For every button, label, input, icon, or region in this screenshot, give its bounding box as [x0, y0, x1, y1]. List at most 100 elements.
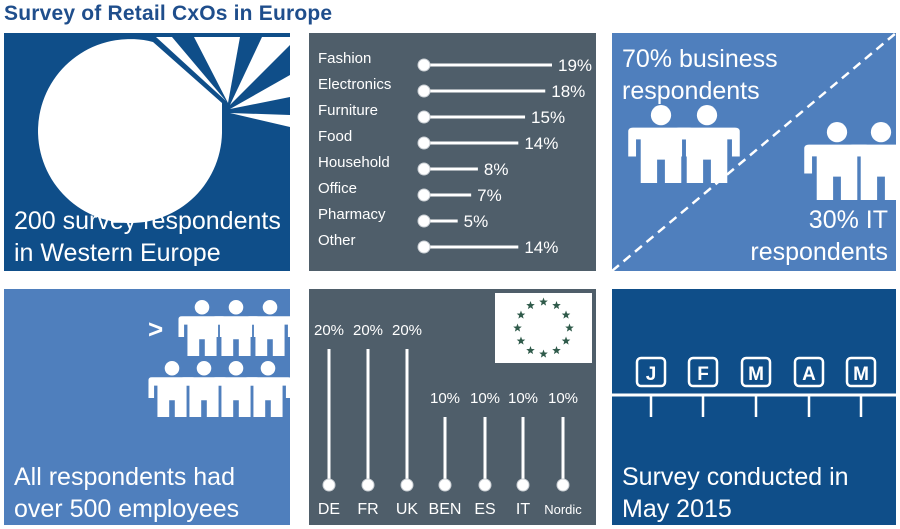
- industry-label: Other: [318, 232, 356, 249]
- country-bar-knob: [438, 478, 452, 492]
- month-label: M: [748, 364, 764, 385]
- pie-icon: [38, 37, 290, 224]
- month-box: [845, 356, 877, 388]
- eu-star: [526, 346, 535, 355]
- it-line2: respondents: [750, 238, 888, 266]
- industry-value-label: 19%: [558, 56, 592, 75]
- country-bar-knob: [361, 478, 375, 492]
- industry-value-label: 18%: [551, 82, 585, 101]
- industry-label: Fashion: [318, 50, 371, 67]
- industry-bar-knob: [417, 188, 431, 202]
- industry-label: Food: [318, 128, 352, 145]
- month-box: [687, 356, 719, 388]
- country-label: Nordic: [544, 502, 582, 517]
- business-it-graphic: [612, 33, 896, 271]
- business-people-icons: [628, 105, 740, 183]
- business-it-tile: 70% business respondents 30% IT responde…: [612, 33, 896, 271]
- industry-bar-knob: [417, 162, 431, 176]
- country-label: BEN: [429, 501, 462, 518]
- country-chart-tile: 20% DE 20% FR 20% UK 10% BEN 10% ES 10% IT 10% Nordic: [309, 289, 596, 525]
- month-label: A: [802, 364, 816, 385]
- it-person-icon: [848, 122, 896, 200]
- country-bar-knob: [478, 478, 492, 492]
- respondents-tile: 200 survey respondents in Western Europe: [4, 33, 290, 271]
- employee-people-icons: [148, 300, 290, 417]
- country-value-label: 10%: [470, 390, 500, 407]
- country-value-label: 10%: [508, 390, 538, 407]
- industry-chart: Fashion 19% Electronics 18% Furniture 15% Food…: [318, 50, 592, 257]
- industry-label: Pharmacy: [318, 206, 386, 223]
- it-people-icons: [804, 122, 896, 200]
- industry-bar-knob: [417, 84, 431, 98]
- country-label: DE: [318, 501, 340, 518]
- employees-line2: over 500 employees: [14, 495, 240, 523]
- country-bar-knob: [556, 478, 570, 492]
- eu-star: [539, 297, 548, 306]
- country-label: ES: [474, 501, 495, 518]
- industry-label: Electronics: [318, 76, 391, 93]
- industry-bar-knob: [417, 136, 431, 150]
- industry-bar-knob: [417, 58, 431, 72]
- industry-value-label: 15%: [531, 108, 565, 127]
- country-value-label: 20%: [353, 322, 383, 339]
- eu-star: [561, 310, 571, 319]
- industry-bar-knob: [417, 110, 431, 124]
- timeline-line2: May 2015: [622, 495, 732, 523]
- eu-star: [565, 323, 574, 332]
- month-box: [793, 356, 825, 388]
- country-chart: 20% DE 20% FR 20% UK 10% BEN 10% ES 10% IT 10% Nordic: [314, 322, 582, 518]
- eu-stars-icon: [513, 297, 574, 358]
- business-person-icon: [674, 105, 740, 183]
- month-label: M: [853, 364, 869, 385]
- eu-star: [516, 310, 526, 319]
- industry-label: Office: [318, 180, 357, 197]
- month-box: [740, 356, 772, 388]
- month-box: [635, 356, 667, 388]
- employees-tile: > All respondents had over 500 employees: [4, 289, 290, 525]
- eu-star: [539, 349, 548, 358]
- country-bar-knob: [400, 478, 414, 492]
- eu-star: [526, 300, 535, 310]
- employee-person-icon: [244, 361, 290, 417]
- country-bar-knob: [516, 478, 530, 492]
- industry-value-label: 5%: [464, 212, 489, 231]
- timeline-tile: J F M A M Survey conducted in May 2015: [612, 289, 896, 525]
- divider-line: [612, 33, 896, 271]
- eu-flag: [495, 293, 592, 363]
- country-value-label: 10%: [548, 390, 578, 407]
- country-value-label: 20%: [314, 322, 344, 339]
- country-value-label: 10%: [430, 390, 460, 407]
- eu-star: [513, 323, 522, 332]
- industry-bar-knob: [417, 214, 431, 228]
- business-line2: respondents: [622, 77, 760, 105]
- industry-value-label: 14%: [524, 238, 558, 257]
- employee-person-icon: [212, 300, 260, 356]
- eu-star: [552, 300, 561, 310]
- business-person-icon: [628, 105, 694, 183]
- page-title: Survey of Retail CxOs in Europe: [4, 2, 333, 25]
- respondents-line1: 200 survey respondents: [14, 207, 281, 235]
- respondents-line2: in Western Europe: [14, 239, 221, 267]
- month-label: F: [697, 364, 709, 385]
- industry-bar-knob: [417, 240, 431, 254]
- employee-person-icon: [178, 300, 226, 356]
- country-value-label: 20%: [392, 322, 422, 339]
- country-bar-knob: [322, 478, 336, 492]
- timeline-line1: Survey conducted in: [622, 463, 849, 491]
- eu-star: [552, 346, 561, 355]
- employees-graphic: [148, 300, 290, 417]
- eu-star: [516, 336, 526, 345]
- business-line1: 70% business: [622, 45, 778, 73]
- industry-value-label: 8%: [484, 160, 509, 179]
- industry-value-label: 14%: [524, 134, 558, 153]
- month-label: J: [646, 364, 657, 385]
- employee-person-icon: [212, 361, 260, 417]
- it-line1: 30% IT: [808, 206, 888, 234]
- industry-value-label: 7%: [477, 186, 502, 205]
- country-label: FR: [357, 501, 378, 518]
- employee-person-icon: [148, 361, 196, 417]
- country-label: UK: [396, 501, 419, 518]
- country-label: IT: [516, 501, 530, 518]
- industry-chart-tile: Fashion 19% Electronics 18% Furniture 15% Food…: [309, 33, 596, 271]
